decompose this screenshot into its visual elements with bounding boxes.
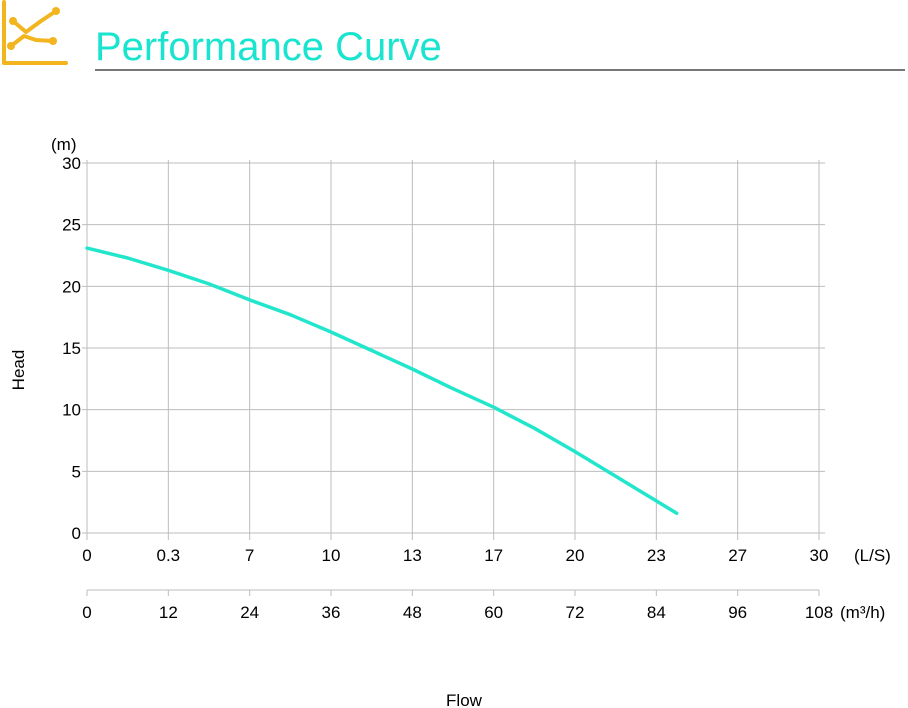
x-tick-label-m3h: 108 [805,603,833,622]
y-axis-ticks: 0 5 10 15 20 25 30 [62,154,81,543]
x-tick-label-m3h: 60 [484,603,503,622]
icon-trend-line-2 [9,34,55,48]
y-tick-label: 10 [62,401,81,420]
icon-dot [49,37,57,45]
line-chart-icon [2,0,68,65]
x-tick-label-ls: 7 [245,546,254,565]
x-tick-label-m3h: 48 [403,603,422,622]
page-title: Performance Curve [95,25,442,69]
x-tick-label-ls: 0.3 [157,546,181,565]
x-axis-m3h-unit: (m³/h) [840,603,885,622]
x-tick-label-ls: 30 [810,546,829,565]
x-tick-label-ls: 0 [82,546,91,565]
x-tick-label-ls: 13 [403,546,422,565]
y-unit-label: (m) [51,135,76,154]
x-tick-label-ls: 27 [728,546,747,565]
y-tick-label: 0 [72,524,81,543]
y-tick-label: 20 [62,277,81,296]
icon-dot [9,17,17,25]
x-tick-label-ls: 17 [484,546,503,565]
x-tick-label-m3h: 12 [159,603,178,622]
icon-trend-line [11,9,58,34]
x-tick-label-m3h: 84 [647,603,666,622]
icon-dot [7,42,15,50]
x-axis-m3h-ticks: 0 12 24 36 48 60 72 84 96 108 [82,603,833,622]
y-tick-label: 30 [62,154,81,173]
y-tick-label: 15 [62,339,81,358]
series [85,246,679,516]
x-tick-label-m3h: 0 [82,603,91,622]
y-axis-label: Head [9,350,28,391]
x-tick-label-ls: 10 [322,546,341,565]
icon-dot [52,7,60,15]
x-tick-label-m3h: 72 [566,603,585,622]
x-axis-ls-unit: (L/S) [854,546,891,565]
y-tick-label: 25 [62,216,81,235]
x-tick-label-ls: 20 [566,546,585,565]
grid [82,160,825,596]
icon-axis [2,0,68,65]
chart-icon [2,0,68,65]
x-tick-label-m3h: 96 [728,603,747,622]
x-axis-ls-ticks: 0 0.3 7 10 13 17 20 23 27 30 [82,546,828,565]
y-tick-label: 5 [72,462,81,481]
head-flow-curve [85,246,679,516]
x-tick-label-m3h: 36 [322,603,341,622]
x-tick-label-m3h: 24 [240,603,259,622]
x-axis-label: Flow [446,691,483,708]
x-tick-label-ls: 23 [647,546,666,565]
